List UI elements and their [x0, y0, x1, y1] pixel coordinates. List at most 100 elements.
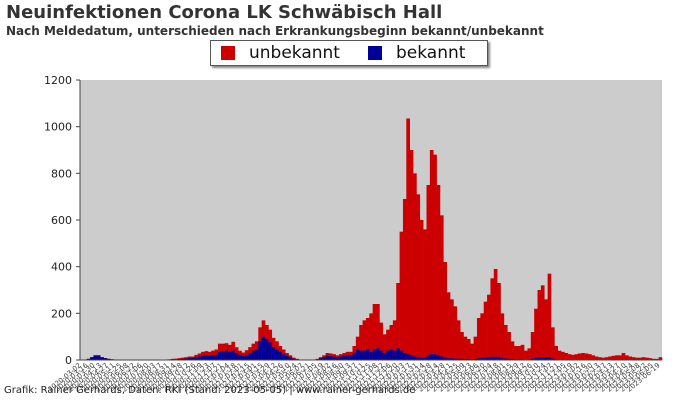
chart-title: Neuinfektionen Corona LK Schwäbisch Hall	[6, 2, 443, 23]
bar-bekannt	[265, 339, 269, 360]
bar-bekannt	[359, 350, 363, 360]
bar-unbekannt	[433, 154, 437, 360]
bar-bekannt	[288, 357, 293, 360]
bar-unbekannt	[429, 150, 434, 360]
bar-bekannt	[376, 348, 380, 360]
bar-bekannt	[217, 351, 222, 360]
bar-unbekannt	[473, 336, 478, 360]
bar-bekannt	[365, 349, 370, 360]
bar-unbekannt	[621, 353, 626, 360]
bar-bekannt	[382, 353, 387, 360]
bar-bekannt	[231, 350, 236, 360]
legend-label-unbekannt: unbekannt	[249, 43, 340, 63]
bar-unbekannt	[510, 341, 515, 360]
bar-bekannt	[483, 357, 488, 360]
bar-unbekannt	[214, 349, 219, 360]
bar-unbekannt	[409, 150, 414, 360]
bar-bekannt	[386, 350, 390, 360]
bar-bekannt	[211, 355, 215, 360]
y-tick-label: 0	[65, 354, 72, 367]
bar-unbekannt	[567, 354, 572, 360]
bar-bekannt	[460, 358, 464, 360]
bar-unbekannt	[534, 308, 538, 360]
bar-unbekannt	[419, 220, 424, 360]
bar-unbekannt	[396, 283, 400, 360]
bar-unbekannt	[631, 357, 636, 360]
bar-unbekannt	[571, 354, 575, 360]
bar-unbekannt	[635, 357, 639, 360]
bar-bekannt	[184, 358, 188, 360]
bar-bekannt	[197, 356, 202, 360]
bar-bekannt	[275, 349, 279, 360]
bar-unbekannt	[180, 357, 185, 360]
bar-bekannt	[268, 342, 273, 360]
bar-bekannt	[537, 357, 542, 360]
bar-bekannt	[241, 355, 246, 360]
bar-unbekannt	[416, 194, 421, 360]
bar-bekannt	[436, 355, 441, 360]
y-tick-label: 400	[51, 261, 72, 274]
legend-label-bekannt: bekannt	[395, 43, 466, 63]
bar-unbekannt	[446, 292, 451, 360]
y-tick-label: 200	[51, 307, 72, 320]
legend-swatch-bekannt	[367, 46, 382, 60]
bar-bekannt	[355, 349, 360, 360]
bar-unbekannt	[402, 199, 407, 360]
bar-bekannt	[493, 356, 498, 360]
bar-bekannt	[426, 355, 431, 360]
bar-bekannt	[406, 354, 410, 360]
bar-unbekannt	[530, 332, 535, 360]
bar-bekannt	[446, 358, 451, 360]
bar-unbekannt	[608, 356, 612, 360]
bar-bekannt	[204, 355, 209, 360]
bar-unbekannt	[547, 273, 552, 360]
bar-bekannt	[490, 356, 495, 360]
bar-unbekannt	[365, 318, 370, 360]
legend-item-unbekannt: unbekannt	[221, 43, 340, 63]
bar-bekannt	[413, 356, 417, 360]
bar-unbekannt	[554, 346, 559, 360]
bar-unbekannt	[507, 332, 511, 360]
y-tick-label: 600	[51, 214, 72, 227]
bar-unbekannt	[483, 301, 488, 360]
bar-bekannt	[258, 341, 262, 360]
bar-bekannt	[362, 350, 367, 360]
bar-unbekannt	[399, 231, 404, 360]
bar-unbekannt	[641, 357, 646, 360]
bar-unbekannt	[638, 357, 643, 360]
bar-unbekannt	[359, 325, 363, 360]
bar-bekannt	[416, 357, 421, 360]
bar-bekannt	[409, 355, 414, 360]
bar-bekannt	[322, 357, 326, 360]
bar-unbekannt	[426, 185, 431, 360]
bar-unbekannt	[369, 313, 373, 360]
bar-bekannt	[318, 358, 323, 360]
bar-bekannt	[402, 353, 407, 360]
bar-unbekannt	[655, 358, 659, 360]
bar-bekannt	[369, 351, 373, 360]
bar-bekannt	[261, 336, 266, 360]
bar-bekannt	[379, 350, 384, 360]
bar-bekannt	[433, 354, 437, 360]
bar-bekannt	[450, 358, 454, 360]
bar-unbekannt	[584, 353, 589, 360]
bar-bekannt	[291, 358, 296, 360]
bar-unbekannt	[439, 215, 444, 360]
bar-unbekannt	[470, 343, 474, 360]
bar-unbekannt	[537, 290, 542, 360]
bar-bekannt	[93, 355, 98, 360]
bar-bekannt	[534, 357, 538, 360]
bar-unbekannt	[601, 357, 606, 360]
bar-unbekannt	[406, 118, 410, 360]
bar-bekannt	[90, 357, 94, 360]
bar-bekannt	[187, 358, 192, 360]
bar-bekannt	[345, 355, 350, 360]
bar-unbekannt	[577, 353, 582, 360]
bar-unbekannt	[177, 358, 182, 360]
bar-unbekannt	[591, 355, 596, 360]
bar-unbekannt	[557, 350, 562, 360]
bar-unbekannt	[480, 313, 484, 360]
bar-unbekannt	[648, 358, 653, 360]
bar-bekannt	[328, 356, 333, 360]
bar-unbekannt	[527, 348, 532, 360]
